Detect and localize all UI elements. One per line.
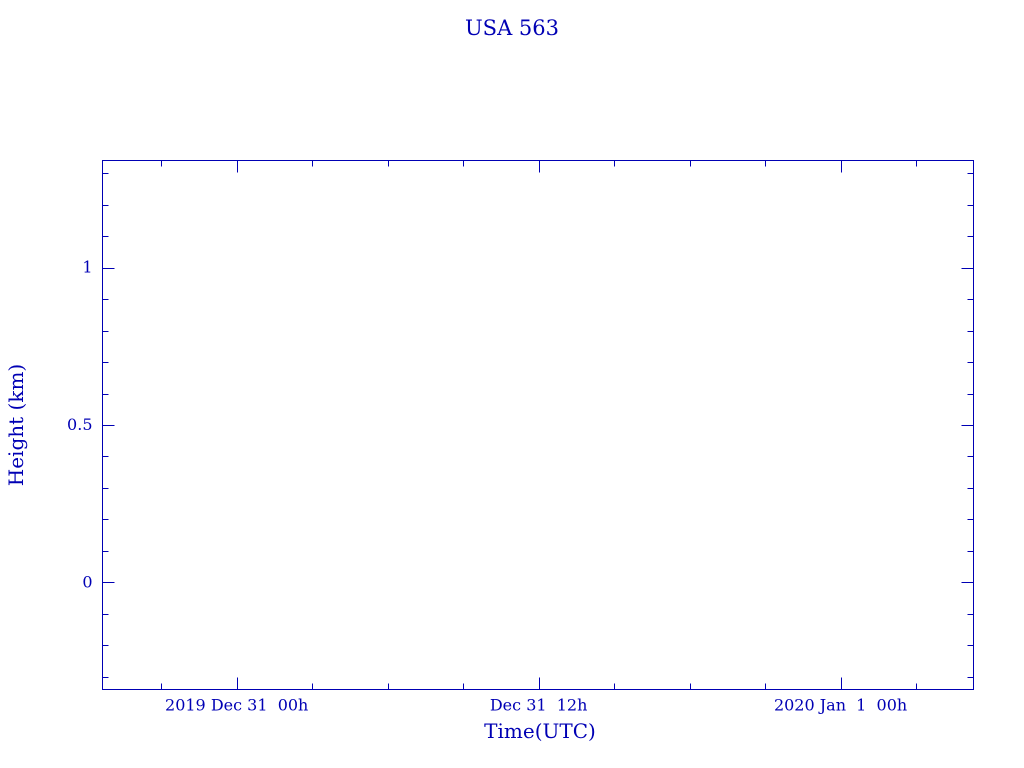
chart-title: USA 563 (464, 16, 559, 40)
x-tick-label: 2019 Dec 31 00h (165, 696, 308, 715)
y-tick-label: 0 (82, 572, 92, 591)
x-tick-label: 2020 Jan 1 00h (774, 696, 907, 715)
plot-frame (102, 160, 974, 690)
x-tick-label: Dec 31 12h (490, 696, 588, 715)
y-tick-label: 1 (82, 258, 92, 277)
x-axis-label: Time(UTC) (484, 719, 596, 743)
y-tick-label: 0.5 (67, 415, 92, 434)
